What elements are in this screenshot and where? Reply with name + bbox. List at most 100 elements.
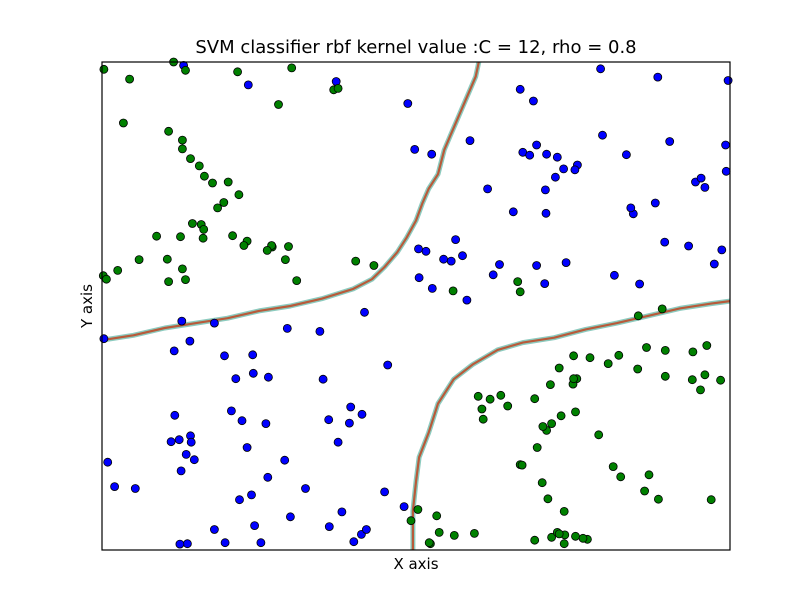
blue-point: [552, 152, 562, 162]
blue-point: [186, 437, 196, 447]
green-point: [413, 505, 423, 514]
green-point: [688, 347, 698, 357]
green-point: [633, 364, 643, 374]
decision-boundary-line-2: [411, 300, 731, 550]
green-point: [633, 311, 643, 321]
blue-point: [532, 140, 541, 150]
blue-point: [99, 334, 109, 344]
blue-point: [665, 137, 675, 146]
blue-point: [717, 245, 727, 255]
green-point: [538, 422, 548, 431]
green-point: [585, 353, 595, 363]
green-point: [134, 255, 144, 265]
blue-point: [660, 237, 670, 247]
green-point: [543, 494, 553, 504]
blue-point: [696, 173, 706, 183]
blue-point: [488, 270, 498, 280]
green-point: [657, 304, 667, 314]
blue-point: [570, 165, 580, 175]
blue-point: [439, 254, 449, 264]
green-point: [554, 529, 564, 539]
blue-point: [561, 258, 571, 268]
blue-point: [209, 318, 219, 328]
green-point: [333, 84, 343, 93]
blue-point: [598, 130, 607, 140]
blue-point: [721, 166, 731, 176]
green-point: [571, 531, 580, 541]
green-point: [537, 478, 547, 488]
green-point: [614, 350, 624, 360]
blue-point: [515, 84, 525, 94]
green-point: [594, 430, 604, 440]
blue-point: [324, 415, 334, 425]
blue-point: [242, 443, 252, 452]
blue-point: [243, 80, 253, 90]
blue-point: [248, 368, 258, 378]
green-point: [194, 161, 204, 171]
blue-point: [542, 149, 551, 159]
blue-point: [610, 270, 619, 280]
green-point: [164, 126, 174, 136]
blue-point: [185, 336, 195, 346]
blue-point: [541, 185, 550, 195]
blue-point: [532, 261, 541, 270]
blue-point: [263, 472, 273, 482]
blue-point: [495, 260, 504, 269]
blue-point: [650, 198, 660, 208]
green-point: [687, 375, 697, 385]
green-point: [603, 359, 613, 369]
green-point: [716, 375, 725, 385]
green-point: [530, 394, 540, 404]
green-point: [473, 391, 483, 401]
green-point: [556, 411, 566, 421]
blue-point: [446, 256, 456, 266]
blue-point: [181, 449, 191, 459]
green-point: [517, 460, 527, 470]
blue-point: [220, 351, 229, 361]
green-point: [284, 242, 293, 251]
green-point: [696, 385, 705, 395]
green-point: [213, 203, 223, 213]
green-point: [102, 274, 111, 284]
blue-point: [324, 522, 334, 531]
green-point: [478, 414, 488, 424]
green-point: [448, 286, 458, 296]
green-point: [432, 511, 442, 521]
decision-boundary: [101, 61, 731, 550]
blue-point: [525, 150, 535, 160]
green-point: [569, 374, 578, 384]
green-point: [228, 231, 238, 241]
green-point: [187, 219, 197, 228]
blue-point: [170, 410, 180, 420]
blue-point: [410, 144, 420, 154]
green-point: [152, 231, 162, 241]
blue-point: [130, 484, 140, 493]
green-point: [424, 538, 434, 548]
green-point: [434, 528, 444, 537]
green-point: [700, 370, 710, 380]
green-point: [571, 407, 580, 417]
green-point: [532, 443, 542, 452]
green-point: [199, 224, 209, 234]
green-point: [177, 135, 187, 145]
blue-point: [301, 484, 310, 493]
green-point: [644, 470, 654, 480]
green-point: [485, 394, 495, 404]
green-point: [406, 516, 416, 526]
green-point: [640, 486, 649, 496]
blue-point: [209, 525, 219, 534]
blue-point: [315, 326, 325, 336]
green-point: [223, 177, 233, 187]
blue-point: [721, 140, 730, 150]
green-point: [477, 404, 487, 414]
blue-point: [176, 466, 186, 476]
green-point: [234, 190, 244, 200]
green-point: [660, 345, 670, 355]
green-point: [280, 255, 290, 265]
blue-point: [248, 350, 258, 360]
blue-point: [256, 538, 266, 548]
green-point: [351, 256, 361, 266]
green-point: [706, 495, 716, 505]
chart-title: SVM classifier rbf kernel value :C = 12,…: [195, 37, 636, 58]
